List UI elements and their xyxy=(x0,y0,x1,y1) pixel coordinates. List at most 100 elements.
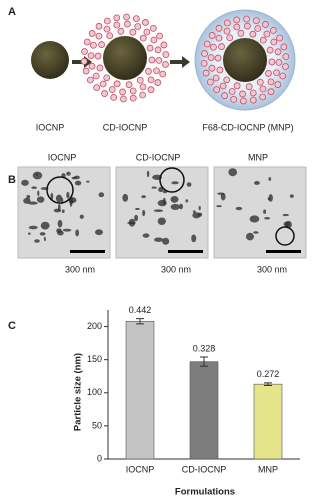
y-tick-label: 200 xyxy=(87,321,102,331)
highlight-circle xyxy=(159,167,185,193)
cd-molecule xyxy=(148,56,156,64)
cd-molecule xyxy=(143,28,151,36)
cd-molecule xyxy=(159,70,167,78)
particle-cluster xyxy=(40,221,50,230)
cd-molecule xyxy=(123,13,130,21)
cd-molecule xyxy=(230,96,238,103)
cd-molecule xyxy=(273,69,280,77)
annotation: 0.328 xyxy=(193,343,216,353)
caption: CD-IOCNP xyxy=(103,122,148,132)
particle-cluster xyxy=(186,182,192,187)
cd-molecule xyxy=(146,44,154,52)
particle-cluster xyxy=(282,213,289,217)
cd-molecule xyxy=(95,22,103,30)
cd-molecule xyxy=(268,58,276,66)
cd-molecule xyxy=(282,63,289,70)
particle-cluster xyxy=(254,181,260,185)
panel-label: A xyxy=(8,6,16,18)
cd-molecule xyxy=(108,86,116,93)
particle-cluster xyxy=(264,216,271,220)
cd-molecule xyxy=(266,46,274,54)
cd-molecule xyxy=(254,25,262,32)
image-title: IOCNP xyxy=(48,152,77,162)
cd-molecule xyxy=(103,25,111,33)
error-bar xyxy=(264,382,272,386)
cd-molecule xyxy=(263,30,271,38)
cd-molecule xyxy=(81,48,88,55)
particle-cluster xyxy=(263,209,267,214)
cd-molecule xyxy=(226,34,234,42)
particle-cluster xyxy=(75,229,80,237)
particle-cluster xyxy=(43,236,46,242)
particle-cluster xyxy=(170,203,180,210)
particle-cluster xyxy=(157,199,167,207)
cd-molecule xyxy=(252,17,260,24)
y-axis-label: Particle size (nm) xyxy=(73,353,84,431)
cd-molecule xyxy=(88,30,96,37)
highlight-circle xyxy=(46,176,74,204)
cd-molecule xyxy=(249,89,257,97)
cd-molecule xyxy=(86,76,94,84)
particle-cluster xyxy=(146,170,150,178)
y-tick-label: 150 xyxy=(87,354,102,364)
cd-molecule xyxy=(136,76,144,84)
cd-molecule xyxy=(139,34,147,42)
cd-molecule xyxy=(245,83,253,91)
cd-molecule xyxy=(249,30,257,38)
particle-cluster xyxy=(50,192,54,201)
cd-molecule xyxy=(207,54,215,61)
iocnp-particle xyxy=(31,41,69,79)
cd-molecule xyxy=(233,23,241,31)
cd-molecule xyxy=(280,43,288,51)
cd-molecule xyxy=(129,28,137,36)
cd-molecule xyxy=(106,32,114,40)
cd-molecule xyxy=(113,80,121,88)
cd-molecule xyxy=(282,53,290,61)
scale-label: 300 nm xyxy=(65,264,95,274)
cd-molecule xyxy=(154,46,162,54)
particle-cluster xyxy=(57,230,64,236)
arrow xyxy=(170,56,190,68)
cd-molecule xyxy=(147,86,155,94)
particle-cluster xyxy=(35,173,39,176)
cd-molecule xyxy=(160,41,168,49)
annotation: 0.272 xyxy=(257,369,280,379)
cd-molecule xyxy=(208,64,216,72)
cd-molecule xyxy=(120,95,127,103)
particle-cluster xyxy=(217,192,225,195)
particle-cluster xyxy=(198,205,201,211)
cd-molecule xyxy=(124,20,131,28)
particle-cluster xyxy=(28,225,38,230)
cd-molecule xyxy=(101,90,108,97)
particle-cluster xyxy=(142,209,146,217)
particle-cluster xyxy=(141,195,146,199)
cd-molecule xyxy=(103,17,111,25)
cd-molecule xyxy=(244,22,251,30)
bar xyxy=(189,361,219,460)
image-title: MNP xyxy=(248,152,268,162)
cd-ring xyxy=(80,13,170,103)
cd-molecule xyxy=(99,80,107,88)
cd-molecule xyxy=(214,54,222,62)
cd-molecule xyxy=(139,91,147,99)
particle-cluster xyxy=(128,218,136,227)
particle-cluster xyxy=(53,208,62,213)
particle-cluster xyxy=(235,206,243,211)
particle-cluster xyxy=(86,180,90,183)
bar xyxy=(125,320,155,460)
cd-molecule xyxy=(87,52,95,59)
cd-molecule xyxy=(200,59,208,67)
cd-molecule xyxy=(203,40,211,48)
cd-molecule xyxy=(201,50,208,57)
particle-cluster xyxy=(134,214,139,222)
cd-molecule xyxy=(240,97,247,105)
particle-cluster xyxy=(66,171,71,176)
cd-molecule xyxy=(162,61,169,68)
mnp-core xyxy=(223,38,267,82)
cd-molecule xyxy=(117,27,125,35)
caption: F68-CD-IOCNP (MNP) xyxy=(202,122,293,132)
tem-image xyxy=(213,166,307,259)
cd-molecule xyxy=(113,21,121,29)
cd-molecule xyxy=(237,29,245,37)
cd-molecule xyxy=(82,67,90,75)
